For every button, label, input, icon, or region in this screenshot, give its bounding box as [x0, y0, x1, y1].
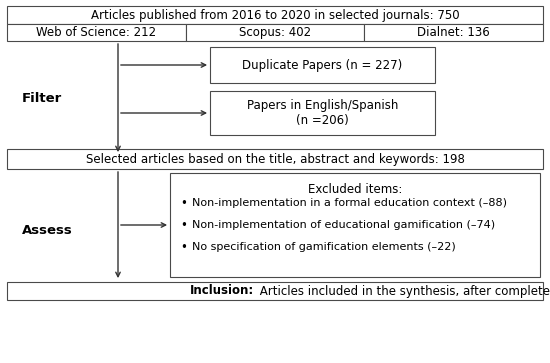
FancyBboxPatch shape [186, 24, 364, 41]
Text: Articles published from 2016 to 2020 in selected journals: 750: Articles published from 2016 to 2020 in … [91, 8, 459, 21]
Text: No specification of gamification elements (–22): No specification of gamification element… [192, 242, 456, 252]
FancyBboxPatch shape [210, 47, 435, 83]
Text: Duplicate Papers (n = 227): Duplicate Papers (n = 227) [243, 58, 403, 72]
Text: Non-implementation in a formal education context (–88): Non-implementation in a formal education… [192, 198, 507, 208]
FancyBboxPatch shape [210, 91, 435, 135]
Text: Dialnet: 136: Dialnet: 136 [417, 26, 490, 39]
FancyBboxPatch shape [7, 149, 543, 169]
Text: •: • [180, 196, 188, 209]
Text: •: • [180, 241, 188, 253]
FancyBboxPatch shape [7, 282, 543, 300]
Text: Articles included in the synthesis, after complete Reading (n = 14): Articles included in the synthesis, afte… [256, 285, 550, 298]
Text: Papers in English/Spanish
(n =206): Papers in English/Spanish (n =206) [247, 99, 398, 127]
Text: Selected articles based on the title, abstract and keywords: 198: Selected articles based on the title, ab… [86, 152, 464, 166]
Text: Non-implementation of educational gamification (–74): Non-implementation of educational gamifi… [192, 220, 495, 230]
Text: Web of Science: 212: Web of Science: 212 [36, 26, 156, 39]
Text: Inclusion:: Inclusion: [190, 285, 254, 298]
Text: Filter: Filter [22, 91, 62, 105]
FancyBboxPatch shape [7, 24, 186, 41]
Text: Excluded items:: Excluded items: [308, 183, 402, 196]
Text: Assess: Assess [22, 224, 73, 237]
FancyBboxPatch shape [364, 24, 543, 41]
Text: Scopus: 402: Scopus: 402 [239, 26, 311, 39]
Text: •: • [180, 219, 188, 232]
FancyBboxPatch shape [7, 6, 543, 24]
FancyBboxPatch shape [170, 173, 540, 277]
